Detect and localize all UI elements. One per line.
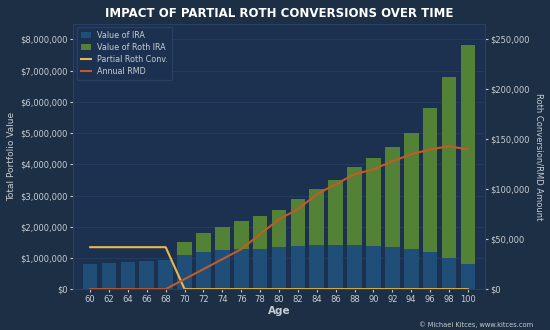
- Bar: [177, 255, 192, 289]
- Text: © Michael Kitces, www.kitces.com: © Michael Kitces, www.kitces.com: [419, 322, 534, 328]
- Bar: [290, 246, 305, 289]
- Bar: [347, 167, 362, 246]
- Bar: [366, 158, 381, 246]
- Bar: [253, 216, 267, 248]
- Bar: [366, 246, 381, 289]
- Bar: [460, 264, 475, 289]
- Y-axis label: Roth Conversion/RMD Amount: Roth Conversion/RMD Amount: [534, 93, 543, 220]
- Bar: [177, 242, 192, 255]
- Bar: [404, 248, 419, 289]
- Bar: [234, 221, 249, 249]
- Bar: [310, 189, 324, 246]
- Bar: [328, 180, 343, 245]
- Bar: [328, 245, 343, 289]
- Legend: Value of IRA, Value of Roth IRA, Partial Roth Conv., Annual RMD: Value of IRA, Value of Roth IRA, Partial…: [78, 26, 172, 80]
- Bar: [423, 252, 437, 289]
- Bar: [442, 77, 456, 258]
- Bar: [423, 108, 437, 252]
- Bar: [102, 263, 117, 289]
- Bar: [140, 261, 154, 289]
- Bar: [272, 247, 287, 289]
- Bar: [158, 260, 173, 289]
- X-axis label: Age: Age: [268, 307, 290, 316]
- Bar: [253, 248, 267, 289]
- Bar: [215, 250, 230, 289]
- Bar: [385, 247, 400, 289]
- Bar: [460, 45, 475, 264]
- Bar: [310, 246, 324, 289]
- Bar: [385, 147, 400, 247]
- Bar: [83, 264, 97, 289]
- Bar: [120, 262, 135, 289]
- Y-axis label: Total Portfolio Value: Total Portfolio Value: [7, 112, 16, 201]
- Bar: [347, 246, 362, 289]
- Bar: [234, 249, 249, 289]
- Bar: [290, 199, 305, 246]
- Bar: [196, 233, 211, 252]
- Bar: [442, 258, 456, 289]
- Bar: [196, 252, 211, 289]
- Bar: [215, 227, 230, 250]
- Bar: [404, 133, 419, 248]
- Bar: [272, 210, 287, 247]
- Title: IMPACT OF PARTIAL ROTH CONVERSIONS OVER TIME: IMPACT OF PARTIAL ROTH CONVERSIONS OVER …: [105, 7, 453, 20]
